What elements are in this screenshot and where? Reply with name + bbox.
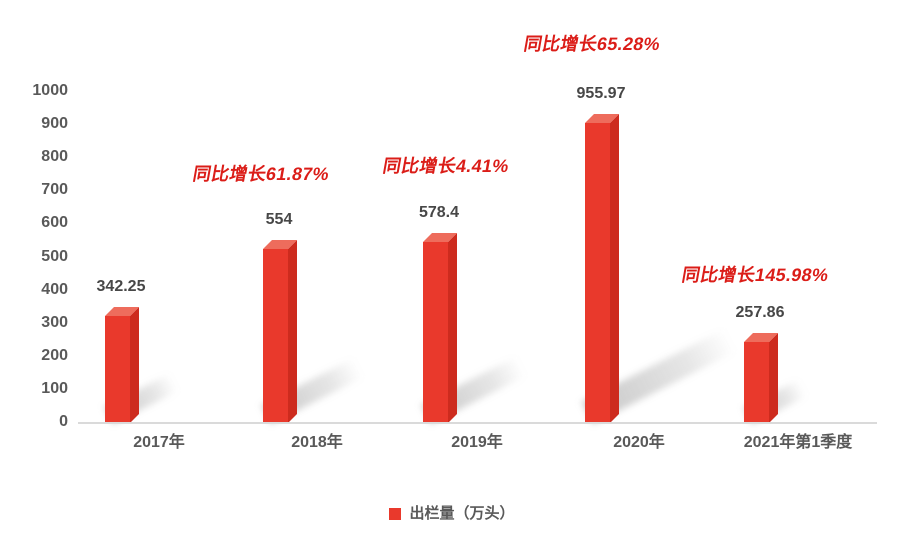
y-axis-label: 0 [59,413,68,430]
bar-3d [581,114,736,424]
bar-value-label: 257.86 [735,304,785,321]
y-axis-label: 700 [41,181,68,199]
bar-value-label: 955.97 [576,85,626,102]
bar-3d [743,333,807,424]
y-axis-label: 300 [41,313,68,331]
growth-annotation: 同比增长61.87% [191,164,331,184]
x-axis-label: 2021年第1季度 [743,434,853,451]
bar-front-face [585,123,610,423]
legend-swatch-icon [389,508,402,520]
bar-side-face [130,307,139,423]
bar-top-face [105,307,139,316]
bar-side-face [448,233,457,423]
bar-front-face [263,249,288,423]
x-axis-label: 2020年 [613,434,665,451]
bar-top-face [263,240,297,249]
bar-side-face [610,114,619,423]
bar-3d [104,307,179,424]
bar-3d [261,240,364,424]
y-axis-label: 500 [41,247,68,265]
bar-front-face [105,316,130,423]
bar-shadow [581,329,736,424]
bar-side-face [769,333,778,423]
x-axis-label: 2017年 [133,434,185,451]
legend: 出栏量（万头） [0,504,904,524]
y-axis-label: 400 [41,280,68,298]
bar-top-face [585,114,619,123]
y-axis-label: 1000 [32,82,68,99]
bar-side-face [288,240,297,423]
y-axis-label: 600 [41,214,68,232]
legend-label: 出栏量（万头） [409,505,515,522]
y-axis-label: 200 [41,346,68,364]
bar-value-label: 342.25 [96,278,146,295]
x-axis-label: 2018年 [291,434,343,451]
y-axis-label: 900 [41,115,68,133]
bar-value-label: 554 [265,211,293,228]
x-axis-label: 2019年 [451,434,503,451]
growth-annotation: 同比增长65.28% [522,34,662,54]
x-axis-line [78,422,877,424]
bar-top-face [744,333,778,342]
growth-annotation: 同比增长4.41% [381,156,511,176]
bar-front-face [744,342,769,423]
bar-value-label: 578.4 [418,204,460,221]
bar-top-face [423,233,457,242]
y-axis-label: 100 [41,379,68,397]
bar-3d [421,233,526,424]
bar-front-face [423,242,448,423]
y-axis-label: 800 [41,148,68,166]
growth-annotation: 同比增长145.98% [680,265,831,285]
